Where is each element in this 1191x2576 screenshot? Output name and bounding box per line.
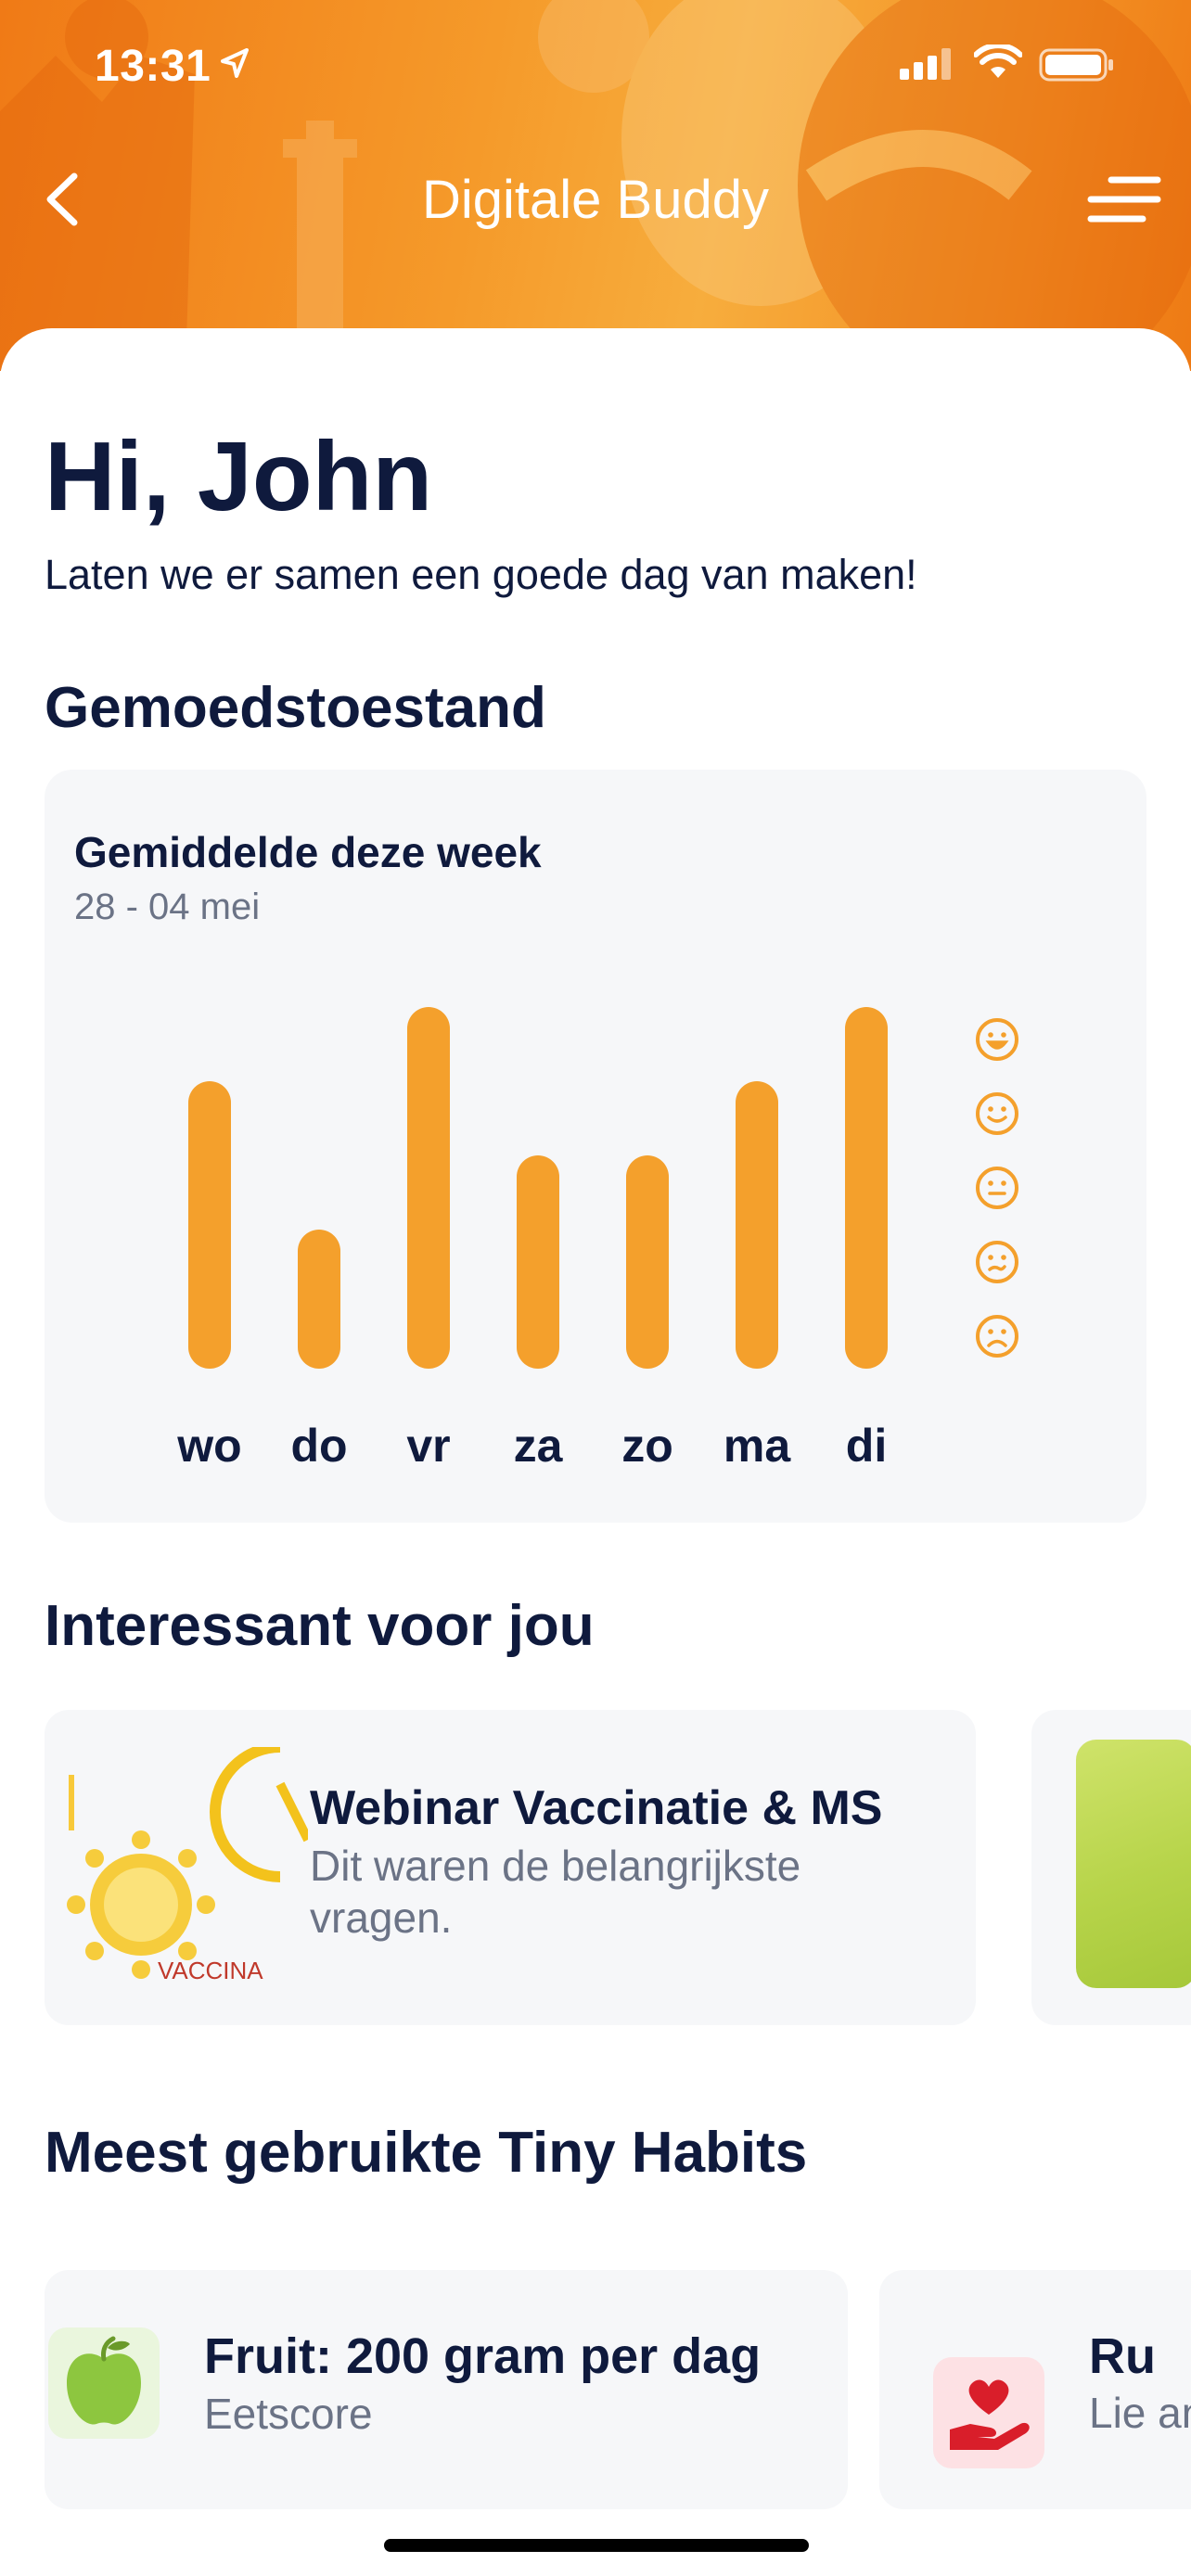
- header-title: Digitale Buddy: [422, 170, 769, 230]
- habit-card[interactable]: Fruit: 200 gram per dag Eetscore: [45, 2270, 848, 2509]
- article-thumbnail: [1076, 1740, 1191, 1988]
- heart-hand-icon: [950, 2379, 1030, 2450]
- main-content: Hi, John Laten we er samen een goede dag…: [0, 328, 1191, 2576]
- habits-section-title: Meest gebruikte Tiny Habits: [45, 2121, 808, 2185]
- neutral-face-icon: [976, 1167, 1018, 1209]
- greeting-title: Hi, John: [45, 422, 433, 531]
- header: 13:31 Digitale Buddy: [0, 0, 1191, 371]
- habit-subtitle: Eetscore: [204, 2390, 373, 2438]
- mood-card-date-range: 28 - 04 mei: [74, 886, 261, 927]
- sad-face-icon: [976, 1315, 1018, 1358]
- mood-bar-di: [845, 1007, 888, 1369]
- cellular-signal-icon: [900, 48, 951, 80]
- article-title: Webinar Vaccinatie & MS: [310, 1781, 883, 1835]
- mood-section-title: Gemoedstoestand: [45, 676, 546, 740]
- mood-bar-ma: [736, 1081, 778, 1369]
- unsure-face-icon: [976, 1241, 1018, 1283]
- habit-icon-container: [48, 2327, 160, 2439]
- status-time: 13:31: [95, 42, 211, 91]
- article-card[interactable]: VACCINA Webinar Vaccinatie & MS Dit ware…: [45, 1710, 976, 2025]
- status-bar: 13:31: [0, 0, 1191, 130]
- day-label-ma: ma: [723, 1420, 791, 1472]
- mood-bar-za: [517, 1155, 559, 1369]
- back-button[interactable]: [37, 167, 89, 232]
- greeting-subtitle: Laten we er samen een goede dag van make…: [45, 551, 917, 598]
- day-label-di: di: [845, 1420, 888, 1472]
- article-card[interactable]: [1031, 1710, 1191, 2025]
- mood-chart-card[interactable]: Gemiddelde deze week 28 - 04 mei wo do vr z…: [45, 770, 1146, 1523]
- mood-bar-wo: [188, 1081, 231, 1369]
- habit-title: Fruit: 200 gram per dag: [204, 2328, 762, 2384]
- menu-button[interactable]: [1083, 167, 1161, 232]
- day-label-zo: zo: [621, 1420, 673, 1472]
- mood-bar-zo: [626, 1155, 669, 1369]
- interesting-section-title: Interessant voor jou: [45, 1594, 595, 1658]
- wifi-icon: [974, 45, 1022, 78]
- habit-icon-container: [933, 2357, 1044, 2468]
- day-label-vr: vr: [406, 1420, 451, 1472]
- very-happy-face-icon: [976, 1018, 1018, 1061]
- happy-face-icon: [976, 1092, 1018, 1135]
- day-label-wo: wo: [177, 1420, 242, 1472]
- menu-icon: [1087, 176, 1161, 223]
- habit-subtitle: Lie anc: [1089, 2389, 1191, 2437]
- day-label-do: do: [290, 1420, 348, 1472]
- habit-title: Ru: [1089, 2328, 1156, 2384]
- article-thumb-label: VACCINA: [158, 1957, 263, 1984]
- day-label-za: za: [513, 1420, 563, 1472]
- habit-card[interactable]: Ru Lie anc: [879, 2270, 1191, 2509]
- location-arrow-icon: [221, 48, 249, 78]
- mood-card-title: Gemiddelde deze week: [74, 828, 542, 876]
- article-description: Dit waren de belangrijkste vragen.: [310, 1842, 801, 1942]
- battery-icon: [1039, 48, 1113, 82]
- home-indicator[interactable]: [384, 2539, 809, 2552]
- mood-bar-vr: [407, 1007, 450, 1369]
- mood-bar-do: [298, 1230, 340, 1369]
- virus-illustration: [67, 1747, 308, 1988]
- article-thumbnail: VACCINA: [67, 1747, 308, 1988]
- apple-icon: [67, 2336, 141, 2425]
- chevron-left-icon: [46, 172, 78, 226]
